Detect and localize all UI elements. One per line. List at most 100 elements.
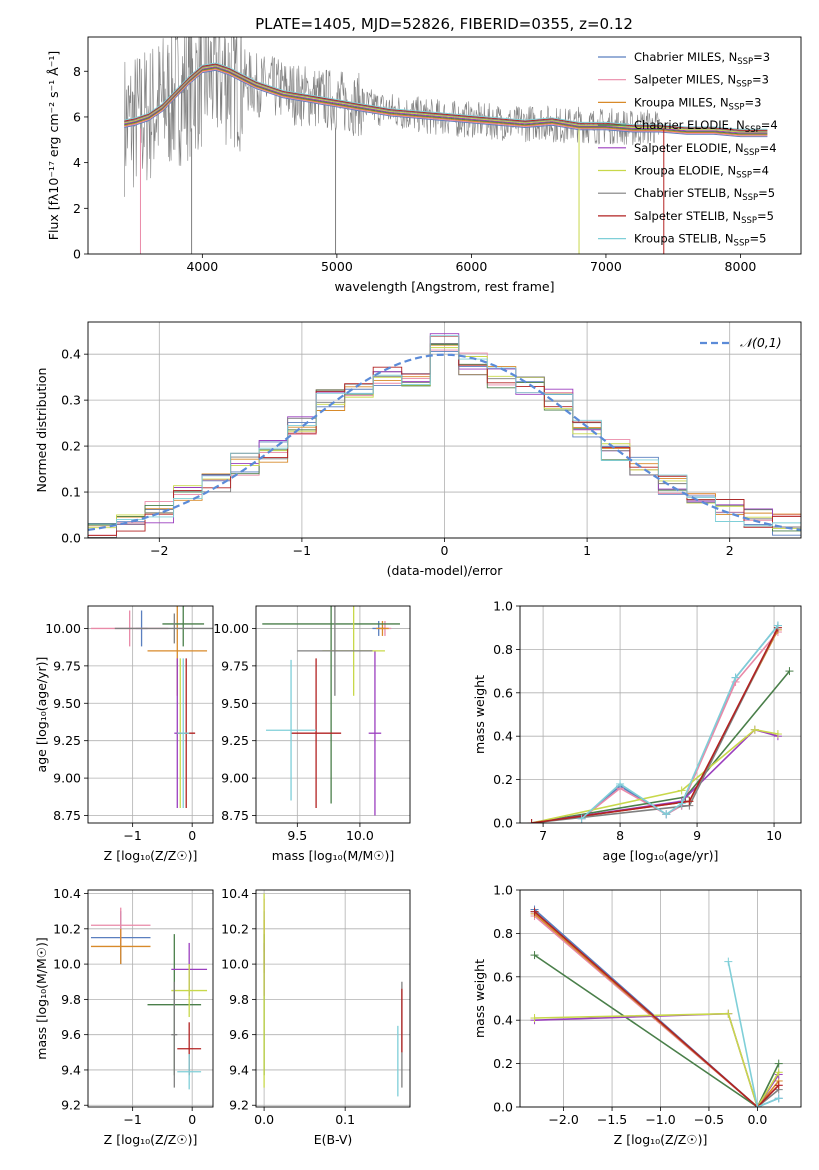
panel-weight-vs-Z: −2.0 −1.5 −1.0 −0.5 0.0 0.0 0.2 0.4 0.6 0.8 1.0 Z [… bbox=[472, 883, 802, 1147]
x-tick-label: −1.0 bbox=[645, 1112, 675, 1127]
x-tick-label: 6000 bbox=[455, 259, 487, 274]
y-tick-label: 9.6 bbox=[229, 1027, 249, 1042]
y-axis-label: Flux [fλ10⁻¹⁷ erg cm⁻² s⁻¹ Å⁻¹] bbox=[46, 51, 61, 240]
series-line-kroupa-elodie bbox=[531, 728, 779, 823]
series-line-salpeter-stelib bbox=[531, 627, 779, 823]
y-tick-label: 0.8 bbox=[493, 926, 513, 941]
histogram-kroupa-miles bbox=[88, 344, 801, 527]
x-axis-label: E(B-V) bbox=[314, 1132, 353, 1147]
x-tick-label: −1 bbox=[293, 543, 311, 558]
y-tick-label: 2 bbox=[73, 201, 81, 216]
y-tick-label: 10.0 bbox=[221, 957, 249, 972]
x-tick-label: 7000 bbox=[590, 259, 622, 274]
x-axis-label: Z [log₁₀(Z/Z☉)] bbox=[614, 1132, 708, 1147]
x-tick-label: −1 bbox=[123, 1112, 141, 1127]
y-tick-label: 1.0 bbox=[493, 883, 513, 898]
legend-label: Kroupa STELIB, NSSP=5 bbox=[634, 232, 766, 249]
series-line-kroupa-miles bbox=[531, 629, 779, 823]
model-line-kroupa-miles bbox=[124, 68, 768, 136]
y-tick-label: 10.4 bbox=[53, 886, 81, 901]
x-axis-label: age [log₁₀(age/yr)] bbox=[603, 848, 719, 863]
histogram-kroupa-stelib bbox=[88, 335, 801, 527]
y-tick-label: 10.4 bbox=[221, 886, 249, 901]
model-line-salpeter-elodie bbox=[124, 66, 768, 134]
y-tick-label: 9.00 bbox=[53, 771, 81, 786]
y-tick-label: 9.2 bbox=[229, 1098, 249, 1113]
y-tick-label: 0.3 bbox=[61, 393, 81, 408]
plot-area bbox=[88, 333, 801, 538]
y-tick-label: 0.2 bbox=[493, 1056, 513, 1071]
normal-curve bbox=[88, 353, 801, 531]
x-tick-label: 0 bbox=[441, 543, 449, 558]
y-tick-label: 9.00 bbox=[221, 771, 249, 786]
series-line-chabrier-stelib bbox=[531, 627, 779, 823]
y-tick-label: 9.50 bbox=[221, 696, 249, 711]
y-tick-label: 9.75 bbox=[221, 658, 249, 673]
plot-area bbox=[90, 907, 208, 1090]
x-axis-label: wavelength [Angstrom, rest frame] bbox=[334, 279, 554, 294]
x-tick-label: 0 bbox=[188, 828, 196, 843]
y-tick-label: 4 bbox=[73, 155, 81, 170]
y-tick-label: 10.2 bbox=[53, 921, 81, 936]
x-tick-label: 1 bbox=[583, 543, 591, 558]
histogram-kroupa-elodie bbox=[88, 347, 801, 529]
y-tick-label: 10.2 bbox=[221, 921, 249, 936]
y-tick-label: 9.8 bbox=[61, 992, 81, 1007]
y-tick-label: 9.4 bbox=[229, 1062, 249, 1077]
x-axis-label: mass [log₁₀(M/M☉)] bbox=[272, 848, 394, 863]
x-tick-label: 0.0 bbox=[747, 1112, 767, 1127]
plot-area bbox=[262, 606, 400, 816]
model-line-chabrier-elodie bbox=[124, 67, 768, 135]
panel-weight-vs-age: 7 8 9 10 0.0 0.2 0.4 0.6 0.8 1.0 age [log₁₀(age/yr… bbox=[472, 599, 802, 863]
panel-mass-vs-EBV: 0.0 0.1 9.2 9.4 9.6 9.8 10.0 10.2 10.4 E(B-V) bbox=[221, 886, 411, 1147]
x-tick-label: 0.1 bbox=[335, 1112, 355, 1127]
y-tick-label: 9.2 bbox=[61, 1098, 81, 1113]
y-tick-label: 0 bbox=[73, 247, 81, 262]
y-tick-label: 8.75 bbox=[53, 808, 81, 823]
model-line-chabrier-miles bbox=[124, 69, 768, 138]
y-tick-label: 9.50 bbox=[53, 696, 81, 711]
x-tick-label: 10.0 bbox=[346, 828, 374, 843]
y-tick-label: 0.2 bbox=[61, 439, 81, 454]
plot-area bbox=[530, 905, 783, 1107]
x-tick-label: −2 bbox=[150, 543, 168, 558]
y-tick-label: 9.8 bbox=[229, 992, 249, 1007]
series-line-chabrier-elodie bbox=[531, 670, 791, 823]
panel-residuals: −2 −1 0 1 2 0.0 0.1 0.2 0.3 0.4 (data-model)/error… bbox=[34, 321, 802, 578]
series-line-kroupa-elodie bbox=[534, 1012, 780, 1107]
axes-frame bbox=[87, 36, 802, 255]
y-axis-label: age [log₁₀(age/yr)] bbox=[34, 657, 49, 773]
x-tick-label: 9 bbox=[693, 828, 701, 843]
y-tick-label: 9.25 bbox=[221, 733, 249, 748]
x-tick-label: 9.5 bbox=[287, 828, 307, 843]
y-tick-label: 0.8 bbox=[493, 642, 513, 657]
model-line-kroupa-elodie bbox=[124, 65, 768, 133]
y-axis-label: mass [log₁₀(M/M☉)] bbox=[34, 937, 49, 1059]
legend-label: Chabrier STELIB, NSSP=5 bbox=[634, 186, 775, 203]
legend: Chabrier MILES, NSSP=3 Salpeter MILES, NS… bbox=[598, 50, 778, 249]
series-line-chabrier-miles bbox=[581, 624, 779, 820]
y-tick-label: 10.00 bbox=[213, 621, 249, 636]
histogram-chabrier-miles bbox=[88, 351, 801, 536]
y-tick-label: 0.4 bbox=[493, 729, 513, 744]
figure-title: PLATE=1405, MJD=52826, FIBERID=0355, z=0… bbox=[255, 15, 633, 33]
y-tick-label: 0.1 bbox=[61, 485, 81, 500]
histogram-salpeter-stelib bbox=[88, 335, 801, 536]
series-line-kroupa-stelib bbox=[727, 961, 780, 1107]
y-tick-label: 0.0 bbox=[493, 816, 513, 831]
axes-frame bbox=[519, 889, 802, 1108]
histogram-salpeter-elodie bbox=[88, 333, 801, 538]
y-tick-label: 8 bbox=[73, 64, 81, 79]
series-line-salpeter-stelib bbox=[533, 911, 780, 1107]
plot-area bbox=[263, 893, 403, 1097]
series-line-salpeter-miles bbox=[581, 631, 779, 820]
x-tick-label: 7 bbox=[539, 828, 547, 843]
y-axis-label: mass weight bbox=[472, 959, 487, 1038]
x-tick-label: −1 bbox=[123, 828, 141, 843]
series-line-chabrier-miles bbox=[533, 908, 780, 1107]
y-tick-label: 9.6 bbox=[61, 1027, 81, 1042]
legend-label: Chabrier ELODIE, NSSP=4 bbox=[634, 118, 778, 135]
y-tick-label: 6 bbox=[73, 109, 81, 124]
